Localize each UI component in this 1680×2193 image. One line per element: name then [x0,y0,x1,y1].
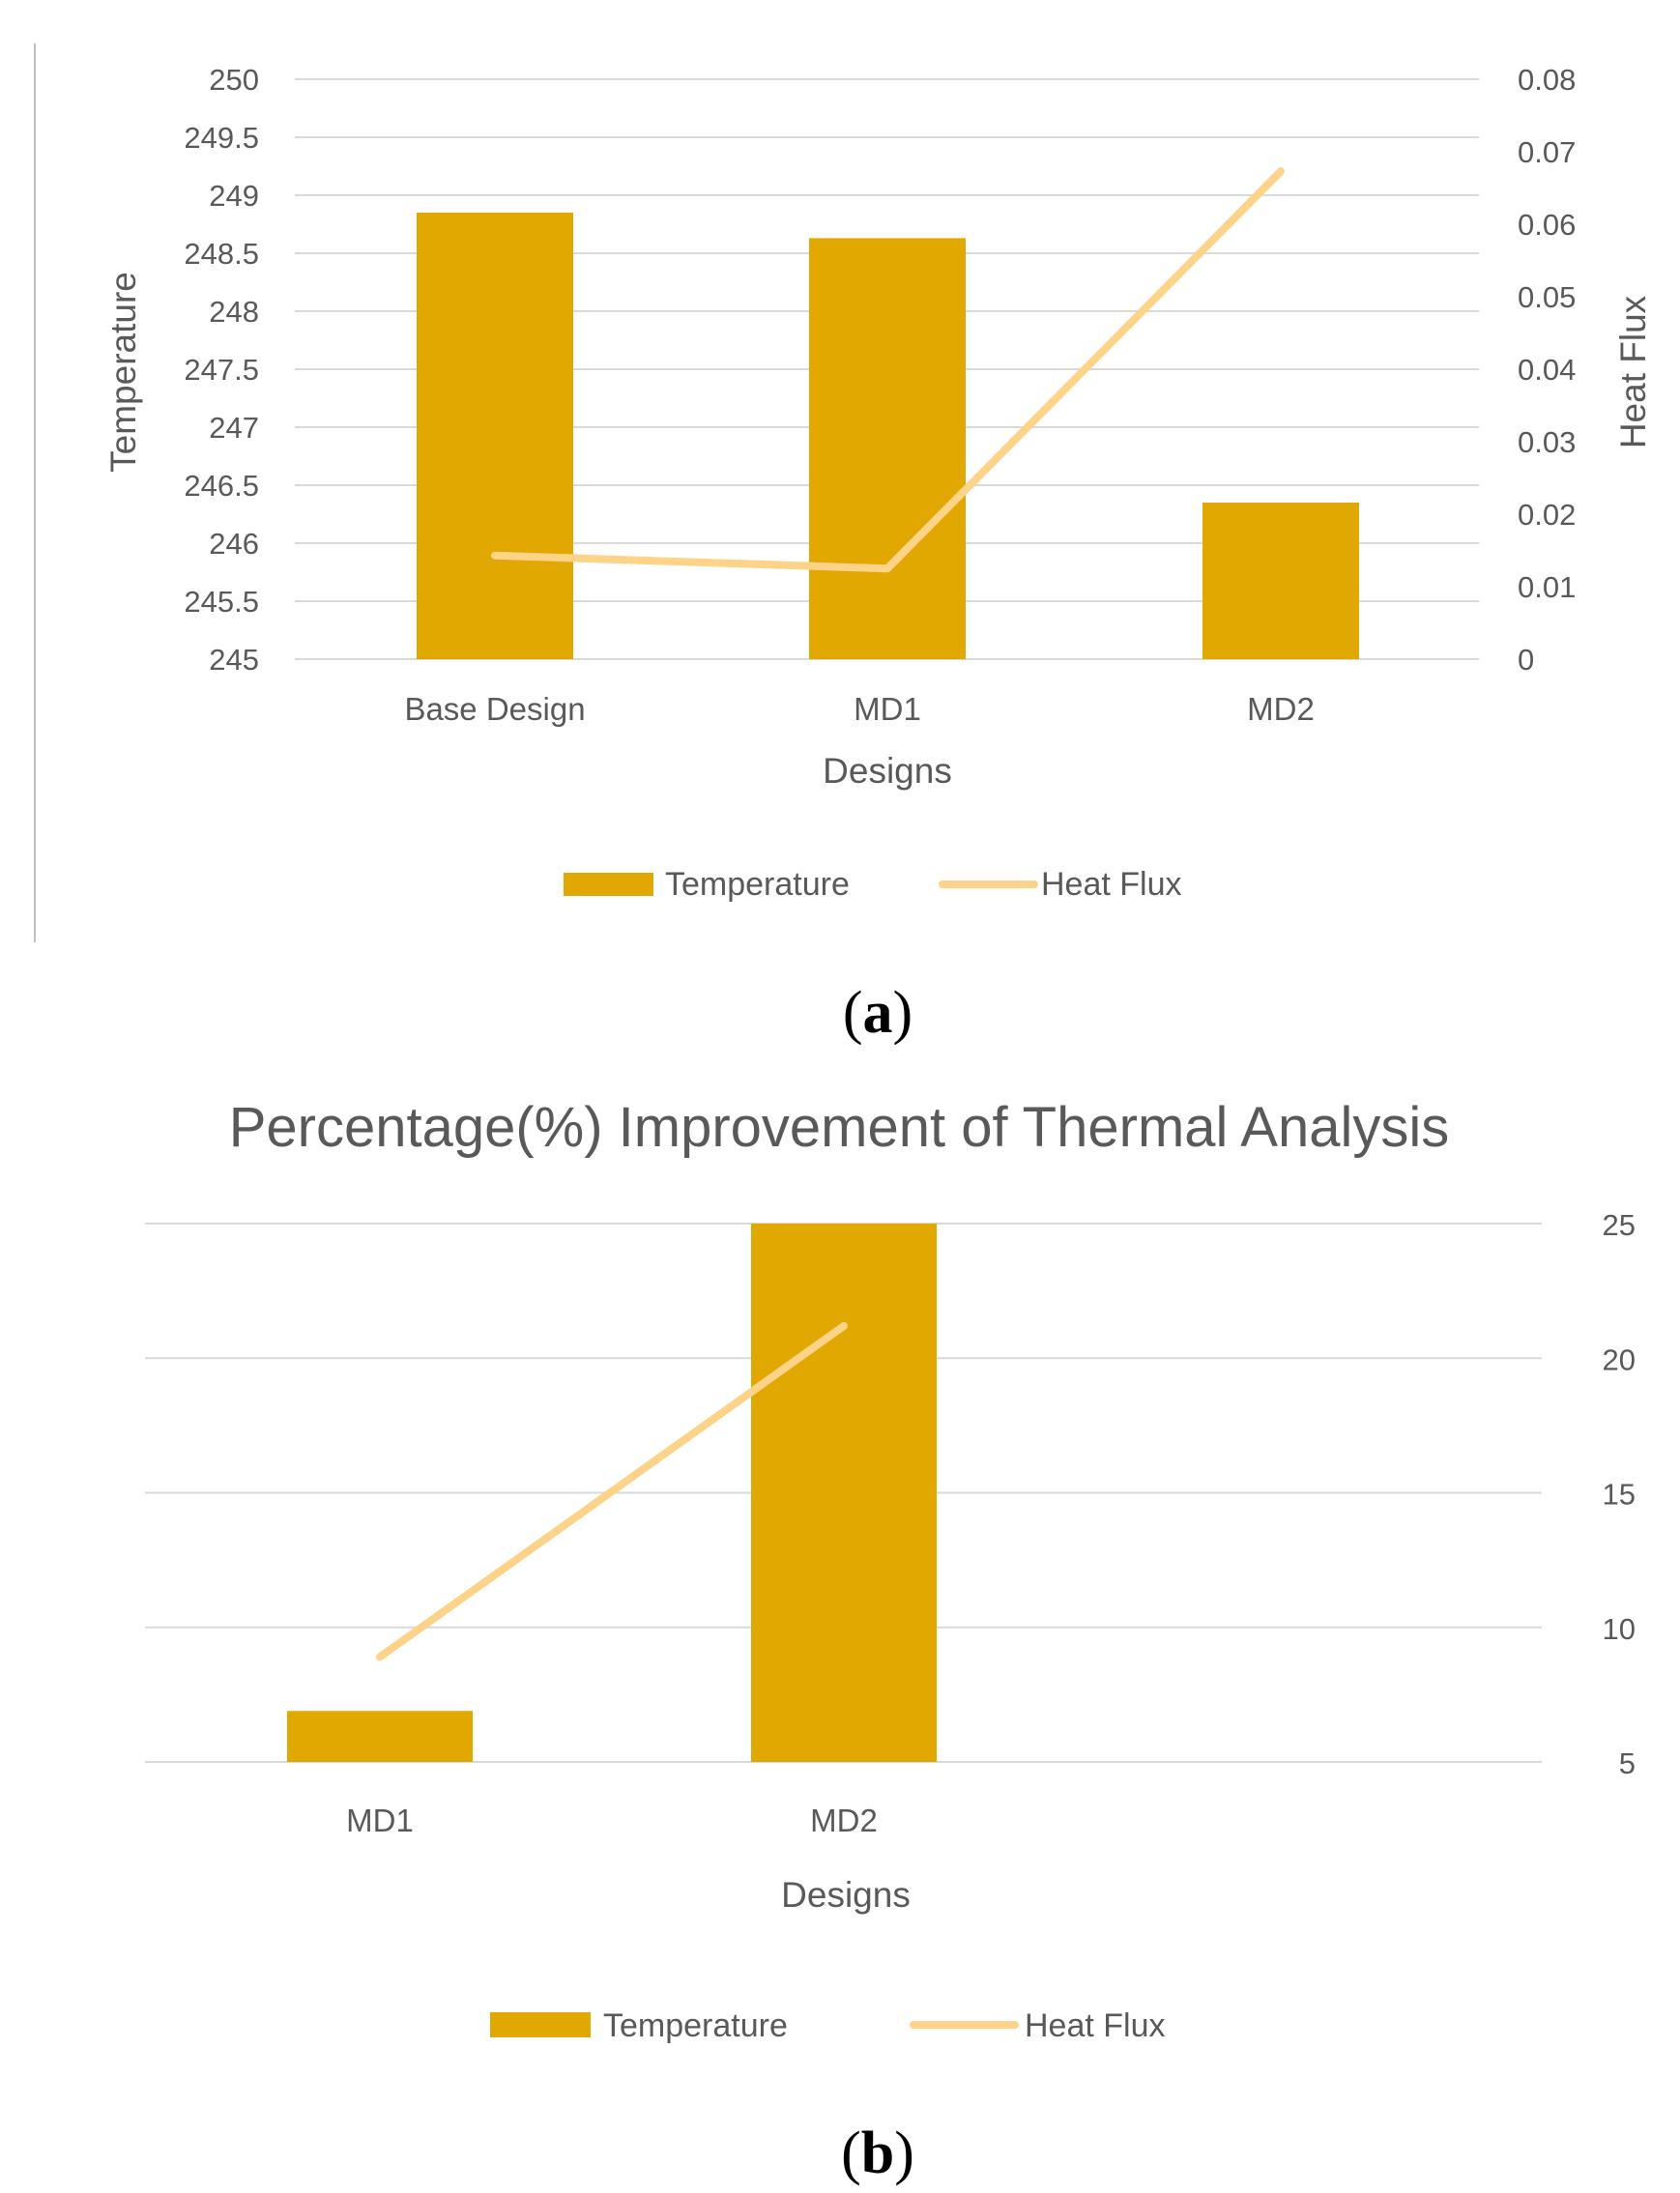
chart-a-y2-tick-label: 0.01 [1518,570,1576,604]
chart-a-panel-label-letter: a [863,980,893,1046]
chart-a-bars [417,213,1359,659]
chart-b-y2-ticks: 5 10 15 20 25 [1603,1208,1636,1780]
chart-a-x-axis-title: Designs [823,751,952,791]
chart-a-panel-label-close: ) [893,980,913,1046]
chart-a-y-tick-label: 246 [209,527,259,561]
chart-a-y-tick-label: 249 [209,179,259,213]
chart-b-legend-temperature-swatch [490,2012,591,2037]
chart-a-y2-tick-label: 0 [1518,643,1534,677]
chart-a-y-axis-title: Temperature [103,272,143,473]
chart-b-bar-md2 [751,1224,937,1762]
chart-a-category-labels: Base Design MD1 MD2 [404,691,1314,727]
chart-a-legend-temperature-swatch [564,873,653,896]
chart-a-y2-ticks: 0 0.01 0.02 0.03 0.04 0.05 0.06 0.07 0.08 [1518,63,1576,677]
chart-a-y-tick-label: 248.5 [184,237,259,271]
chart-a-heat-flux-line [491,167,1285,573]
chart-a-y-ticks: 245 245.5 246 246.5 247 247.5 248 248.5 249 249.5… [184,63,259,677]
chart-a: 245 245.5 246 246.5 247 247.5 248 248.5 249 249.5… [34,43,1653,1046]
chart-b-category-md2: MD2 [810,1803,878,1838]
chart-a-panel-label-open: ( [843,980,863,1046]
chart-a-y2-tick-label: 0.04 [1518,353,1576,387]
chart-b-y2-tick-label: 20 [1603,1342,1636,1376]
chart-a-y2-axis-title: Heat Flux [1613,295,1653,448]
chart-b-panel-label: (b) [841,2121,914,2186]
chart-a-y-tick-label: 246.5 [184,469,259,503]
chart-a-y-tick-label: 245.5 [184,585,259,619]
chart-a-y2-tick-label: 0.02 [1518,498,1576,532]
chart-b-y2-tick-label: 10 [1603,1612,1636,1646]
chart-a-y2-tick-label: 0.03 [1518,425,1576,459]
chart-a-legend-temperature-label: Temperature [665,866,850,903]
chart-b-legend: Temperature Heat Flux [490,2007,1166,2044]
chart-b-title: Percentage(%) Improvement of Thermal Ana… [229,1096,1450,1159]
chart-b-category-labels: MD1 MD2 [346,1803,878,1838]
chart-a-legend-heat-flux-label: Heat Flux [1041,866,1182,903]
chart-a-y-tick-label: 245 [209,643,259,677]
chart-b-y2-tick-label: 15 [1603,1478,1636,1512]
chart-b-heat-flux-line [376,1321,848,1661]
chart-a-y2-tick-label: 0.08 [1518,63,1576,97]
chart-a-y-tick-label: 247 [209,411,259,445]
chart-b-category-md1: MD1 [346,1803,414,1838]
chart-b-x-axis-title: Designs [781,1875,911,1915]
chart-a-y2-tick-label: 0.05 [1518,280,1576,314]
chart-b-panel-label-open: ( [841,2121,861,2186]
chart-b-legend-temperature-label: Temperature [603,2007,788,2044]
chart-a-bar-md1 [809,238,966,659]
chart-b-y2-tick-label: 5 [1619,1746,1636,1780]
chart-a-category-base-design: Base Design [404,691,585,727]
chart-a-bar-base-design [417,213,573,659]
chart-b-panel-label-letter: b [861,2121,894,2186]
chart-b-bar-md1 [287,1711,473,1762]
chart-a-y-tick-label: 247.5 [184,353,259,387]
chart-a-y2-tick-label: 0.07 [1518,135,1576,169]
chart-a-y-tick-label: 250 [209,63,259,97]
chart-a-category-md1: MD1 [854,691,921,727]
chart-a-bar-md2 [1202,503,1359,659]
chart-b-panel-label-close: ) [894,2121,914,2186]
chart-b-legend-heat-flux-label: Heat Flux [1025,2007,1166,2044]
chart-b-y2-tick-label: 25 [1603,1208,1636,1242]
chart-b: Percentage(%) Improvement of Thermal Ana… [145,1096,1636,2186]
chart-a-legend: Temperature Heat Flux [564,866,1182,903]
chart-a-y-tick-label: 249.5 [184,121,259,155]
chart-a-y2-tick-label: 0.06 [1518,208,1576,242]
chart-a-panel-label: (a) [843,980,912,1046]
chart-a-category-md2: MD2 [1247,691,1315,727]
chart-b-bars [287,1224,937,1762]
chart-a-y-tick-label: 248 [209,295,259,329]
